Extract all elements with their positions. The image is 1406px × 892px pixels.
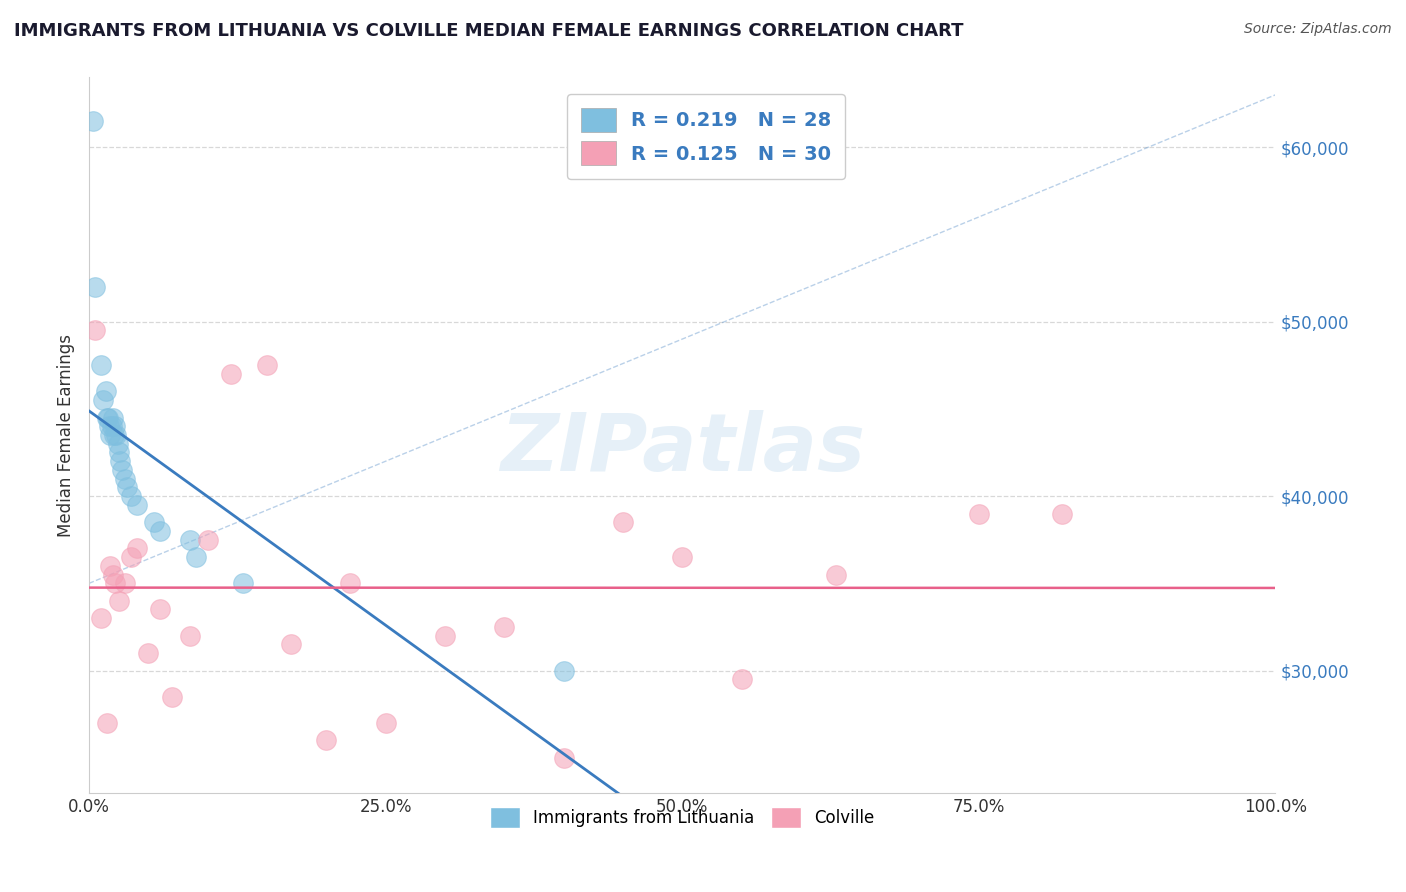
Point [221,367,243,381]
Point [96,715,118,730]
Point [280,637,302,651]
Point [149,524,172,538]
Point [101,567,124,582]
Point [612,516,634,530]
Legend: Immigrants from Lithuania, Colville: Immigrants from Lithuania, Colville [484,801,882,834]
Point [149,602,172,616]
Point [97,410,120,425]
Point [107,594,129,608]
Point [553,751,575,765]
Point [256,358,278,372]
Point [494,620,516,634]
Point [197,533,219,547]
Point [104,576,127,591]
Point [967,507,990,521]
Point [374,715,396,730]
Point [138,646,160,660]
Point [553,664,575,678]
Text: IMMIGRANTS FROM LITHUANIA VS COLVILLE MEDIAN FEMALE EARNINGS CORRELATION CHART: IMMIGRANTS FROM LITHUANIA VS COLVILLE ME… [14,22,963,40]
Point [315,733,337,747]
Point [111,463,134,477]
Point [232,576,254,591]
Point [114,472,136,486]
Point [103,428,125,442]
Point [114,576,136,591]
Point [107,436,129,450]
Point [1050,507,1073,521]
Point [108,454,131,468]
Point [98,419,121,434]
Point [179,533,201,547]
Point [107,445,129,459]
Point [91,393,114,408]
Point [100,558,122,573]
Point [120,550,142,565]
Point [730,673,752,687]
Point [100,428,122,442]
Point [120,489,142,503]
Point [160,690,183,704]
Point [82,114,104,128]
Point [433,629,456,643]
Point [184,550,207,565]
Point [143,516,166,530]
Point [115,480,138,494]
Text: Source: ZipAtlas.com: Source: ZipAtlas.com [1244,22,1392,37]
Point [90,358,112,372]
Point [339,576,361,591]
Point [100,419,122,434]
Point [125,541,148,556]
Point [101,410,124,425]
Y-axis label: Median Female Earnings: Median Female Earnings [58,334,75,537]
Point [671,550,693,565]
Point [104,419,127,434]
Text: ZIPatlas: ZIPatlas [499,410,865,488]
Point [84,323,107,337]
Point [90,611,112,625]
Point [94,384,117,399]
Point [179,629,201,643]
Point [105,428,128,442]
Point [96,410,118,425]
Point [825,567,848,582]
Point [125,498,148,512]
Point [84,279,107,293]
